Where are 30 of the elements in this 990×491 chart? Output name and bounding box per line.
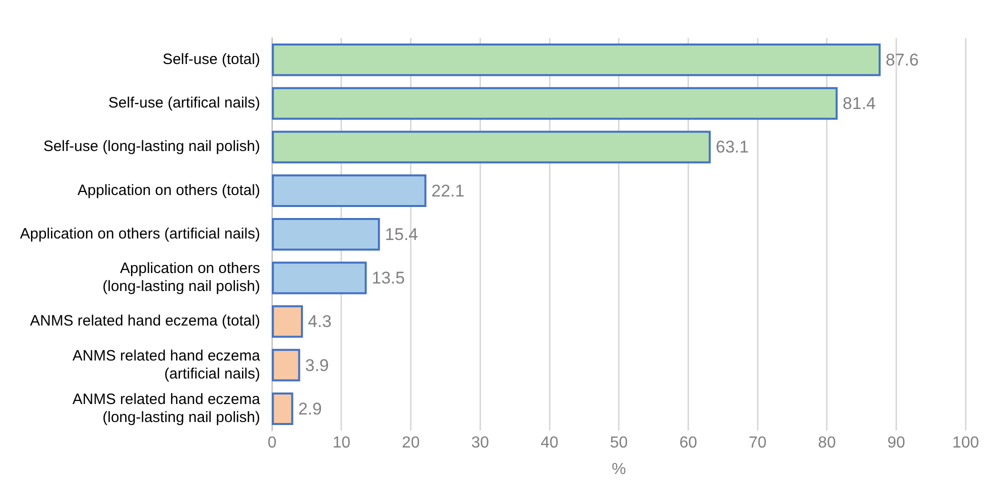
- x-tick-label: 80: [818, 434, 836, 452]
- data-label: 3.9: [305, 356, 329, 375]
- y-tick-label: ANMS related hand eczema (long-lasting nail polish): [72, 390, 261, 426]
- data-label: 15.4: [384, 224, 418, 244]
- data-label: 63.1: [716, 138, 749, 157]
- x-tick-label: 20: [402, 434, 420, 452]
- data-label: 22.1: [431, 181, 464, 200]
- y-tick-label: Self-use (artifical nails): [108, 94, 260, 112]
- x-tick-label: 100: [952, 434, 980, 452]
- x-tick-label: 30: [471, 434, 490, 452]
- y-tick-label: Application on others (long-lasting nail polish): [102, 260, 260, 296]
- y-tick-label: Self-use (total): [162, 50, 260, 68]
- y-tick-label: ANMS related hand eczema (total): [30, 312, 260, 330]
- x-tick-label: 40: [540, 434, 559, 452]
- data-label: 13.5: [372, 268, 405, 288]
- x-tick-label: 90: [887, 434, 906, 452]
- data-label: 4.3: [308, 312, 332, 332]
- x-tick-label: 70: [748, 434, 767, 452]
- y-tick-label: ANMS related hand eczema (artificial nails): [72, 347, 261, 382]
- data-label: 81.4: [842, 94, 876, 114]
- y-tick-label: Application on others (total): [78, 182, 260, 199]
- x-tick-label: 50: [610, 434, 628, 452]
- x-tick-label: 10: [332, 434, 350, 452]
- data-label: 2.9: [298, 399, 322, 418]
- y-tick-label: Application on others (artificial nails): [20, 225, 260, 242]
- x-tick-label: 60: [679, 434, 698, 452]
- x-axis-title: %: [612, 460, 626, 478]
- data-label: 87.6: [886, 50, 919, 70]
- x-tick-label: 0: [268, 434, 277, 452]
- y-tick-label: Self-use (long-lasting nail polish): [43, 138, 260, 156]
